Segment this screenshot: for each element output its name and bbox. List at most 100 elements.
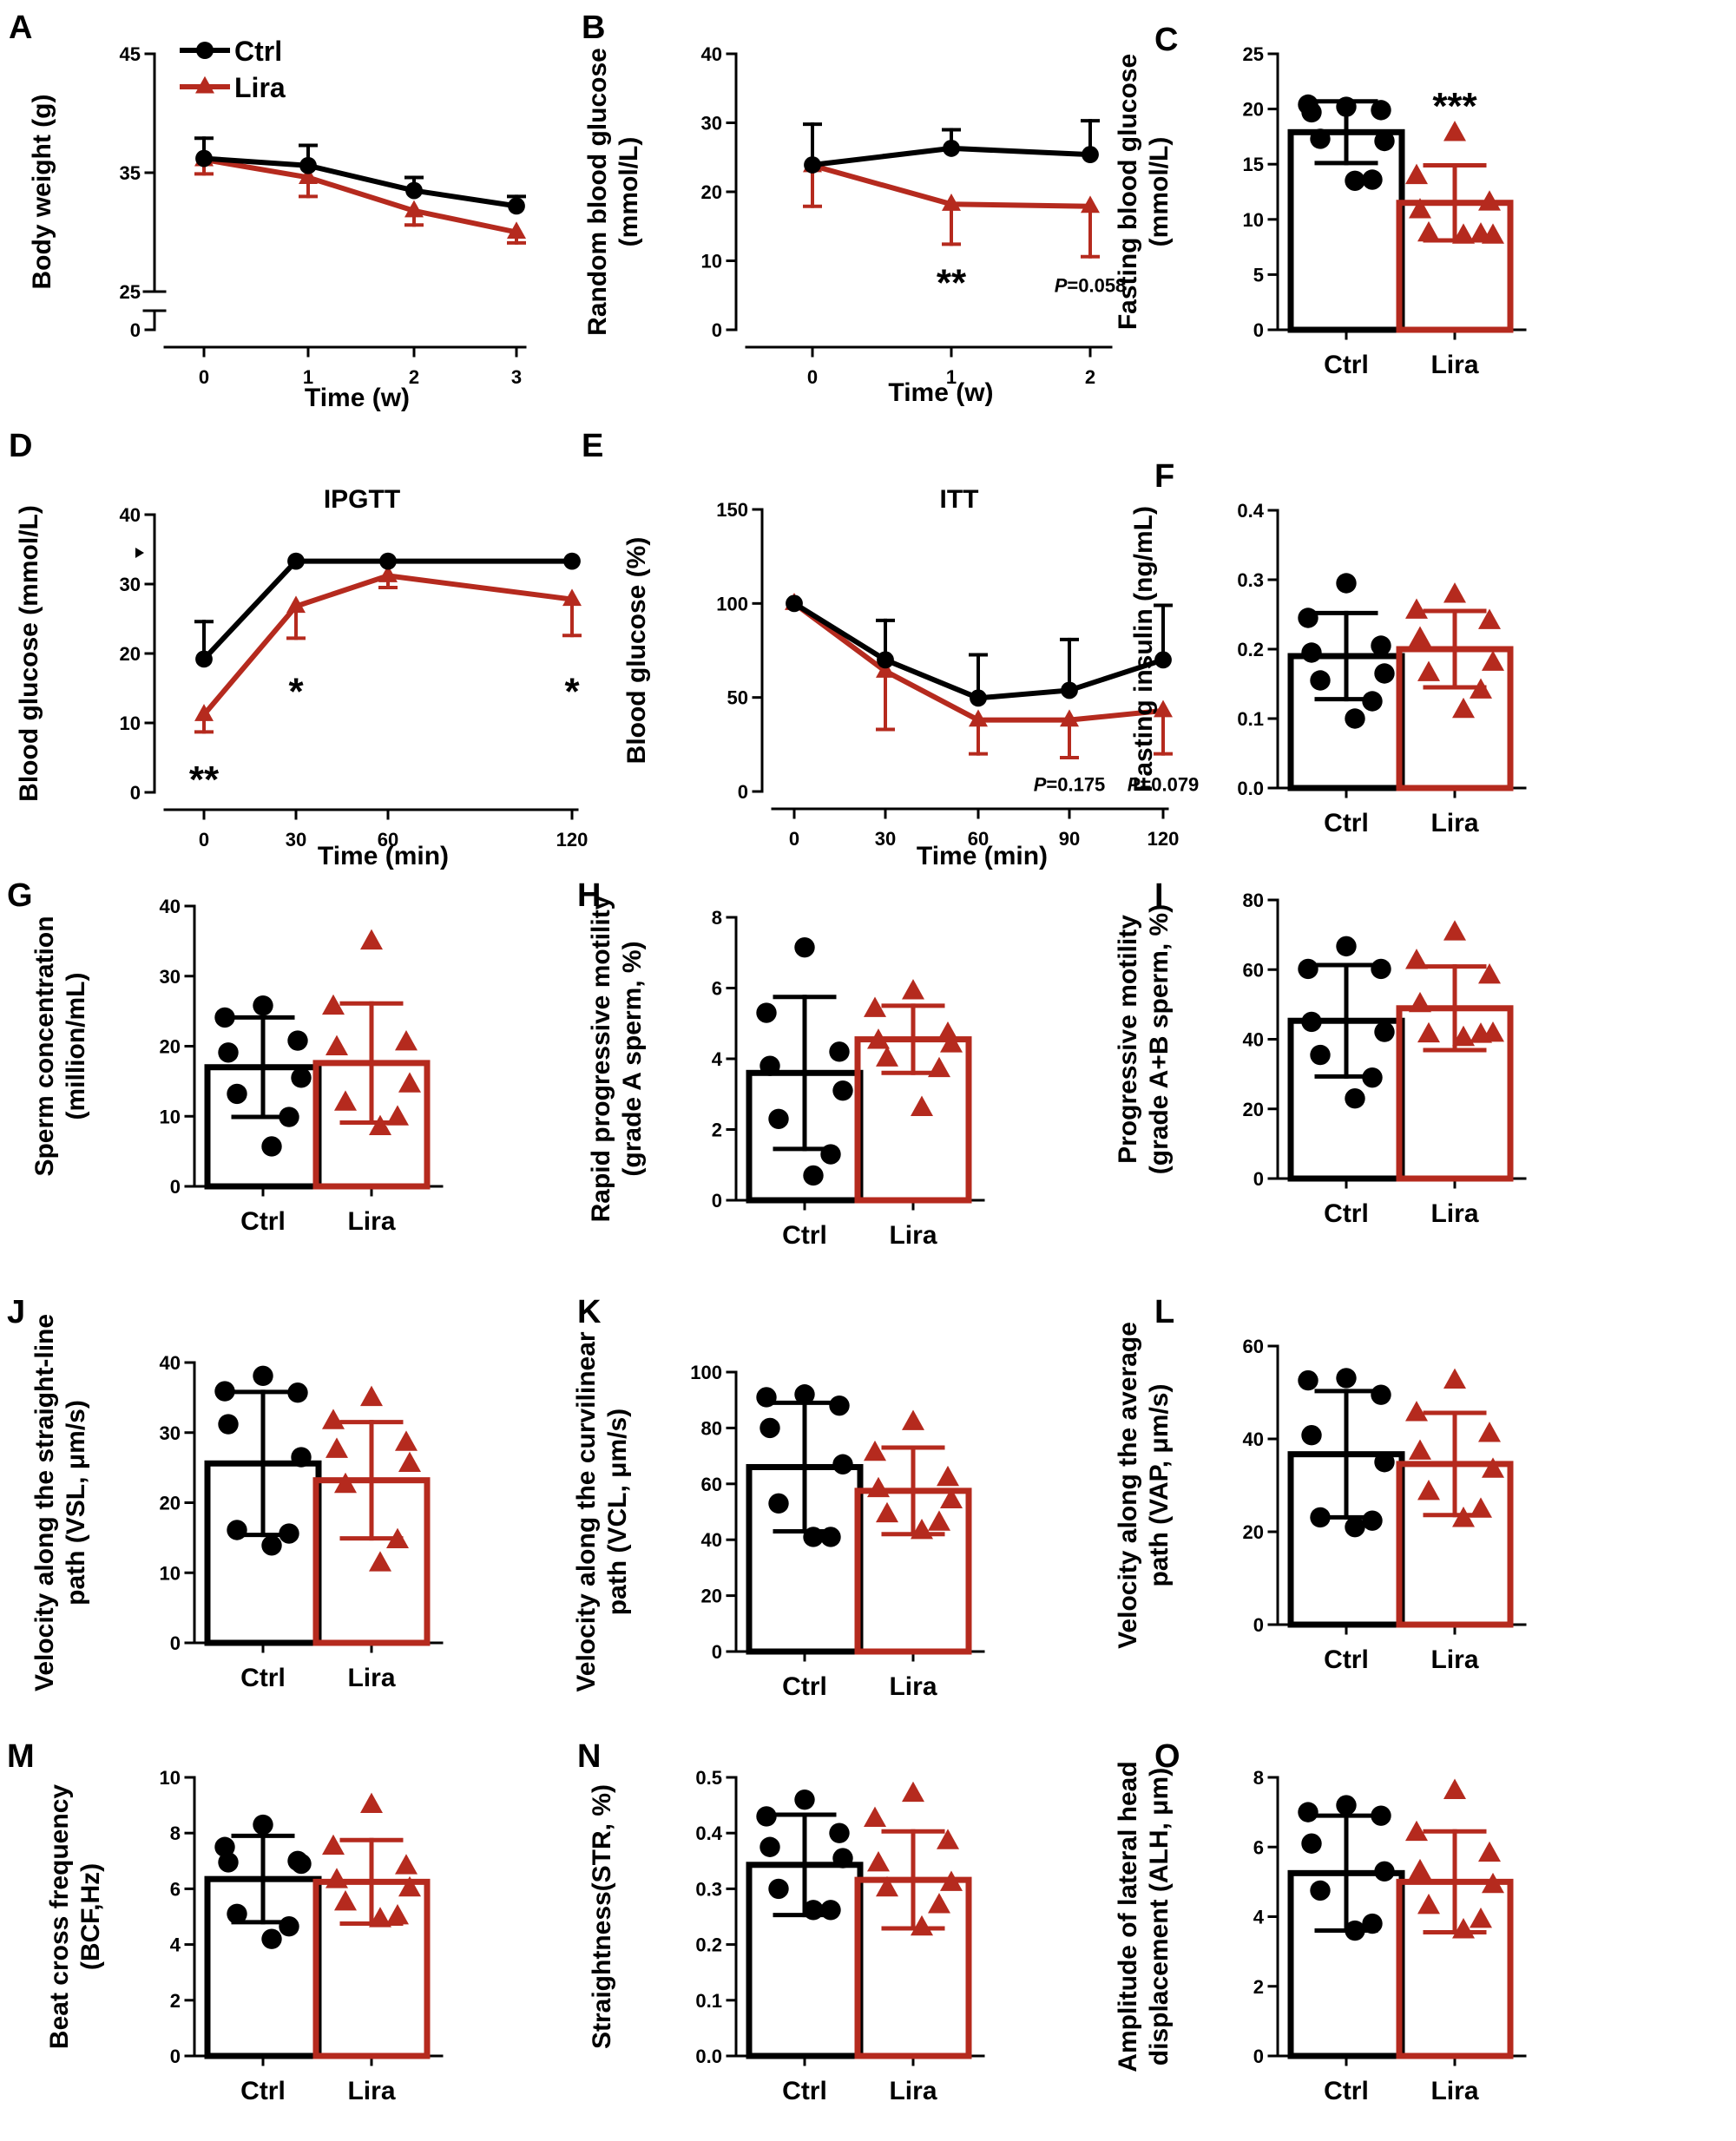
y-tick-label: 0 (130, 782, 141, 804)
y-tick-label: 0.0 (695, 2046, 722, 2067)
data-point-lira (1452, 1025, 1475, 1047)
y-tick-label: 100 (690, 1362, 722, 1383)
data-point-ctrl (1301, 1425, 1322, 1446)
y-tick-label: 15 (1243, 154, 1264, 175)
data-point-ctrl (1336, 573, 1357, 594)
data-point-ctrl (1336, 936, 1357, 957)
data-point-lira (194, 704, 214, 721)
chart-title: ITT (940, 485, 979, 514)
y-tick-label: 20 (1243, 1521, 1264, 1543)
y-tick-label: 45 (120, 43, 141, 65)
data-point-ctrl (1362, 169, 1383, 190)
data-point-ctrl (1336, 96, 1357, 117)
data-point-lira (1417, 1480, 1440, 1501)
x-axis-label: Time (w) (888, 378, 993, 407)
series-line-lira (201, 573, 573, 717)
data-point-ctrl (379, 552, 397, 570)
x-category-label: Lira (1430, 809, 1478, 837)
data-point-ctrl (943, 140, 960, 157)
data-point-lira (1409, 1858, 1431, 1880)
data-point-ctrl (563, 552, 581, 570)
y-axis-label: Velocity along the average (1114, 1322, 1142, 1649)
y-axis-label: displacement (ALH, μm) (1145, 1768, 1174, 2065)
y-tick-label: 4 (1253, 1907, 1265, 1928)
x-category-label: Ctrl (240, 2077, 286, 2105)
data-point-ctrl (970, 689, 987, 707)
y-tick-label: 60 (1243, 959, 1264, 981)
data-point-ctrl (768, 1878, 789, 1900)
data-point-lira (326, 1868, 348, 1888)
x-axis-label: Time (min) (318, 842, 449, 870)
data-point-lira (1482, 1457, 1504, 1478)
data-point-ctrl (227, 1083, 247, 1105)
significance-marker: ** (937, 261, 967, 304)
data-point-ctrl (253, 1365, 273, 1387)
panel-d: D IPGTT 0 10 20 30 40 Blood glucose (mmol/L) 0 30… (9, 428, 588, 870)
y-tick-label: 40 (1243, 1428, 1264, 1450)
y-axis-label: Fasting insulin (ng/mL) (1129, 506, 1158, 792)
data-point-lira (369, 1551, 391, 1572)
data-point-ctrl (1362, 691, 1383, 712)
data-point-ctrl (1374, 130, 1395, 152)
data-point-lira (864, 1440, 886, 1461)
data-point-ctrl (1298, 958, 1318, 980)
data-point-ctrl (1371, 100, 1391, 121)
data-point-lira (876, 660, 895, 678)
legend-label-ctrl: Ctrl (234, 36, 282, 67)
y-axis-label: Amplitude of lateral head (1114, 1761, 1142, 2072)
y-axis-label: (mmol/L) (1145, 137, 1174, 247)
y-axis-label: (grade A+B sperm, %) (1145, 904, 1174, 1174)
x-category-label: Lira (889, 2077, 937, 2105)
y-tick-label: 10 (160, 1767, 181, 1789)
panel-label: H (577, 877, 601, 914)
y-axis-label: Beat cross frequency (45, 1784, 74, 2049)
data-point-lira (1443, 920, 1466, 941)
data-point-ctrl (291, 1853, 312, 1875)
data-point-ctrl (291, 1447, 312, 1468)
data-point-lira (326, 1437, 348, 1458)
y-tick-label: 10 (160, 1562, 181, 1584)
significance-marker: * (288, 670, 304, 713)
data-point-ctrl (768, 1493, 789, 1514)
data-point-lira (1417, 660, 1440, 681)
data-point-lira (322, 994, 345, 1015)
data-point-ctrl (405, 181, 423, 200)
x-category-label: Lira (1430, 2077, 1478, 2105)
y-tick-label: 40 (160, 896, 181, 917)
data-point-lira (1081, 195, 1100, 213)
data-point-lira (322, 1409, 345, 1429)
x-category-label: Lira (1430, 1199, 1478, 1228)
y-tick-label: 6 (170, 1878, 181, 1900)
data-point-lira (1154, 699, 1173, 718)
y-axis-label: path (VAP, μm/s) (1145, 1384, 1174, 1587)
x-tick-label: 1 (303, 366, 313, 388)
data-point-ctrl (253, 1814, 273, 1836)
data-point-ctrl (803, 1527, 824, 1547)
data-point-ctrl (803, 1165, 824, 1186)
data-point-ctrl (1310, 128, 1331, 149)
data-point-lira (360, 929, 383, 950)
data-point-lira (1417, 1893, 1440, 1914)
data-point-lira (322, 1834, 345, 1855)
data-point-ctrl (287, 1382, 308, 1403)
series-line-ctrl (203, 155, 517, 209)
panel-h: H 0 2 4 6 8 Rapid progressive motility (grade A… (577, 877, 985, 1250)
data-point-ctrl (1301, 1833, 1322, 1854)
x-category-label: Ctrl (782, 1221, 827, 1250)
data-point-lira (299, 167, 318, 185)
y-tick-label: 0 (130, 319, 141, 341)
data-point-lira (867, 1476, 890, 1498)
data-point-ctrl (1301, 102, 1322, 123)
data-point-lira (1409, 626, 1431, 647)
data-point-lira (1470, 1908, 1492, 1928)
data-point-lira (1409, 1439, 1431, 1460)
data-point-lira (369, 1114, 391, 1136)
legend-marker-ctrl (196, 42, 214, 59)
data-point-lira (1443, 121, 1466, 141)
x-tick-label: 0 (199, 829, 209, 850)
y-tick-label: 40 (701, 43, 722, 65)
y-tick-label: 2 (712, 1120, 722, 1141)
data-point-ctrl (877, 651, 894, 669)
y-axis-label: Velocity along the straight-line (30, 1314, 59, 1691)
panel-label: G (7, 877, 33, 914)
